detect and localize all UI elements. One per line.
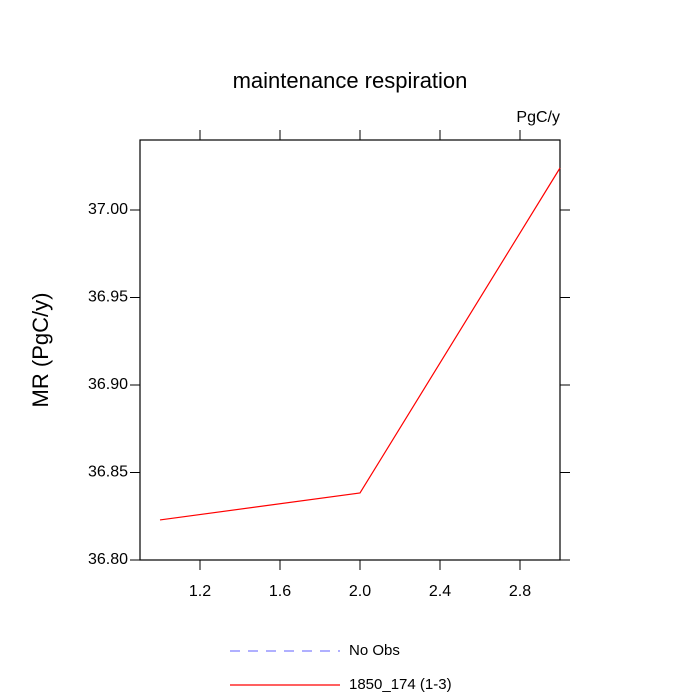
y-axis-label: MR (PgC/y) xyxy=(28,293,53,408)
x-tick-label: 1.6 xyxy=(269,583,291,600)
x-tick-label: 2.4 xyxy=(429,583,451,600)
plot-frame xyxy=(139,139,561,561)
x-tick-label: 2.0 xyxy=(349,583,371,600)
y-tick-label: 36.85 xyxy=(88,464,128,481)
units-label: PgC/y xyxy=(516,109,560,126)
y-tick-label: 36.90 xyxy=(88,376,128,393)
x-tick-label: 1.2 xyxy=(189,583,211,600)
x-tick-label: 2.8 xyxy=(509,583,531,600)
y-tick-label: 36.80 xyxy=(88,551,128,568)
y-tick-label: 36.95 xyxy=(88,289,128,306)
legend-label: No Obs xyxy=(349,642,400,659)
legend-label: 1850_174 (1-3) xyxy=(349,676,452,693)
chart-title: maintenance respiration xyxy=(233,68,468,93)
y-tick-label: 37.00 xyxy=(88,201,128,218)
line xyxy=(159,167,561,521)
